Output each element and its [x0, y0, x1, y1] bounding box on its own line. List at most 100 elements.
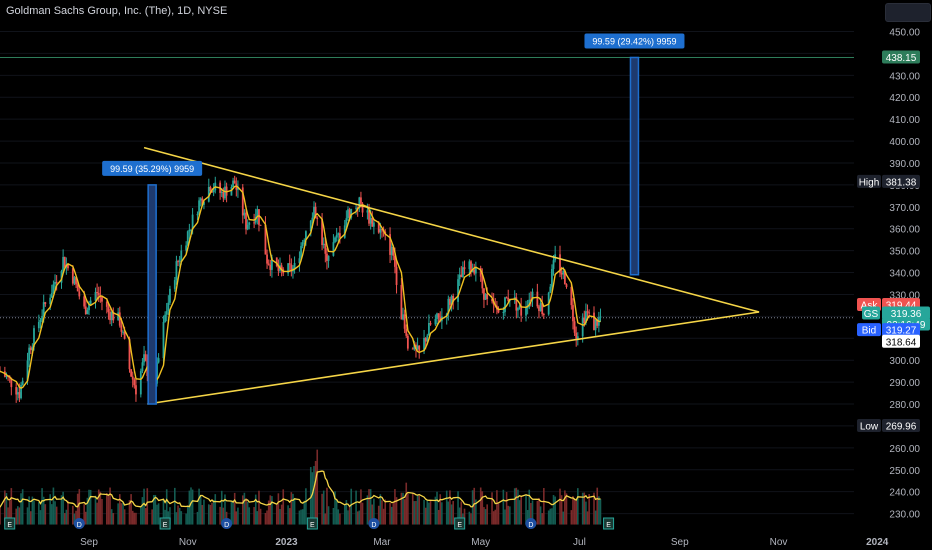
- volume-bar: [316, 449, 319, 525]
- volume-bar: [186, 505, 189, 525]
- volume-bar: [586, 511, 589, 525]
- volume-bar: [415, 501, 417, 525]
- candle-body: [186, 231, 189, 246]
- measurement-tools[interactable]: 99.59 (35.29%) 9959 99.59 (29.42%) 9959: [102, 33, 685, 405]
- measure-bar: [629, 56, 640, 276]
- candle-body: [157, 358, 160, 363]
- volume-bar: [264, 512, 267, 525]
- candle-body: [389, 234, 391, 255]
- candle-body: [406, 335, 409, 349]
- volume-bar: [277, 493, 280, 525]
- volume-bar: [18, 507, 21, 525]
- candle-body: [162, 322, 165, 359]
- candle-body: [502, 311, 505, 313]
- low-price-label-box: [882, 419, 920, 433]
- dividend-marker: [368, 518, 380, 529]
- candle-body: [230, 187, 233, 196]
- candle-body: [89, 300, 92, 305]
- candle-body: [52, 284, 55, 294]
- candle-body: [347, 209, 349, 219]
- candle-body: [539, 303, 542, 312]
- candle-body: [520, 305, 523, 316]
- volume-bar: [538, 497, 540, 525]
- volume-bar: [418, 495, 421, 525]
- volume-bar: [347, 510, 349, 525]
- price-axis-labels: 438.15 High 381.38 Low 269.96 Ask 319.44 GS 319.…: [857, 50, 930, 433]
- earnings-marker: [4, 517, 16, 530]
- candle-body: [497, 309, 500, 313]
- candle-body: [471, 269, 474, 273]
- low-tag-box: [857, 419, 881, 433]
- candle-body: [37, 322, 40, 329]
- volume-bar: [38, 502, 40, 525]
- candle-body: [164, 314, 166, 323]
- scale-settings-button[interactable]: [885, 3, 931, 22]
- symbol-tag-box: [862, 306, 880, 320]
- candle-body: [326, 253, 328, 261]
- candle-body: [290, 264, 293, 272]
- volume-bar: [169, 507, 171, 525]
- volume-bar: [541, 513, 544, 525]
- volume-bar: [392, 502, 395, 525]
- volume-bar: [233, 492, 236, 525]
- candle-body: [428, 322, 430, 336]
- volume-bar: [44, 504, 47, 525]
- time-tick-label: May: [471, 537, 490, 548]
- candle-body: [447, 298, 450, 314]
- candle-body: [536, 291, 539, 307]
- ascending-trendline[interactable]: [147, 311, 760, 405]
- price-tick-label: 370.00: [889, 203, 920, 214]
- candle-body: [301, 242, 304, 247]
- candle-body: [67, 264, 69, 269]
- volume-bar: [458, 507, 461, 525]
- volume-bar: [83, 504, 85, 525]
- candle-body: [5, 376, 8, 378]
- candle-body: [178, 260, 181, 262]
- volume-bar: [55, 506, 58, 525]
- candle-body: [293, 263, 296, 268]
- volume-bar: [151, 509, 153, 525]
- volume-bar: [120, 503, 123, 525]
- candle-body: [368, 210, 370, 224]
- volume-bar: [384, 499, 387, 525]
- candle-body: [209, 186, 212, 192]
- volume-bar: [327, 506, 330, 525]
- candle-body: [473, 269, 476, 274]
- reference-price-label-box: [882, 334, 920, 348]
- time-tick-label: Nov: [770, 537, 788, 548]
- time-tick-label: Nov: [179, 537, 197, 548]
- candle-body: [287, 263, 289, 274]
- volume-bar: [185, 513, 187, 525]
- volume-bar: [241, 495, 244, 525]
- volume-bar: [575, 500, 577, 525]
- volume-bars: [0, 449, 602, 525]
- candle-body: [117, 312, 120, 321]
- descending-trendline[interactable]: [143, 146, 760, 313]
- price-scale[interactable]: [854, 0, 932, 550]
- candle-body: [415, 344, 417, 349]
- volume-bar: [515, 487, 518, 525]
- volume-bar: [326, 487, 328, 525]
- volume-bar: [123, 509, 126, 525]
- candle-body: [110, 312, 113, 321]
- volume-bar: [475, 499, 477, 525]
- high-price-label-box: [882, 174, 920, 188]
- volume-bar: [279, 508, 281, 525]
- volume-bar: [405, 482, 408, 525]
- volume-bar: [246, 501, 249, 525]
- candle-body: [128, 338, 131, 370]
- candle-body: [303, 239, 306, 243]
- candle-body: [479, 268, 482, 277]
- dividend-marker: [525, 518, 537, 529]
- volume-bar: [222, 507, 225, 525]
- price-tick-label: 450.00: [889, 28, 920, 39]
- volume-bar: [547, 510, 550, 525]
- earnings-marker: [159, 517, 171, 530]
- bid-price-label-box: [882, 323, 920, 337]
- high-tag: High: [859, 177, 880, 188]
- volume-bar: [288, 508, 291, 525]
- volume-bar: [73, 513, 76, 525]
- target-price-label-box: [882, 50, 920, 64]
